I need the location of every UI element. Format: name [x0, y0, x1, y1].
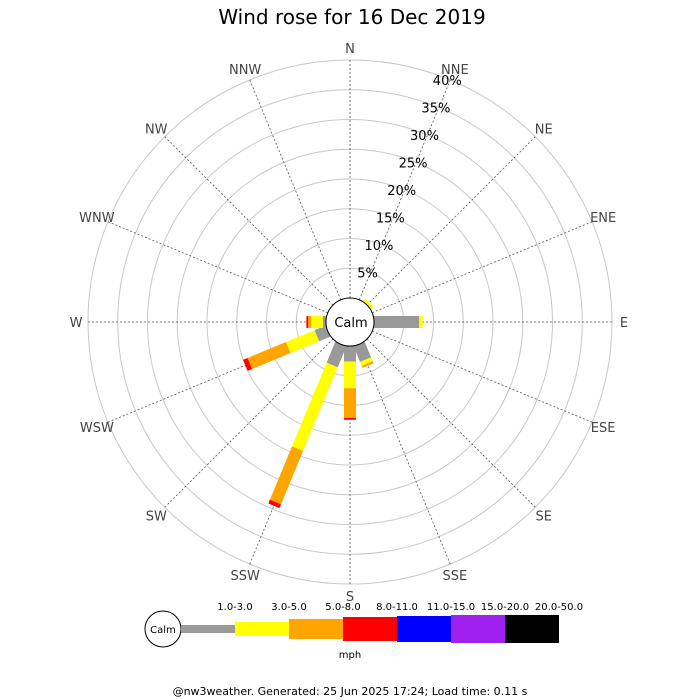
ring-label-1: 5%	[357, 266, 378, 281]
compass-label-ese: ESE	[591, 421, 616, 436]
bar-wsw	[243, 325, 331, 371]
bar-s	[344, 346, 356, 420]
bar-segment-s-3	[344, 417, 356, 420]
bar-segment-wsw-1	[285, 330, 320, 354]
compass-label-nne: NNE	[441, 63, 469, 78]
bar-segment-s-1	[344, 361, 356, 389]
wind-bars	[243, 298, 423, 509]
legend-unit: mph	[339, 650, 361, 661]
legend-swatch-6	[505, 615, 559, 643]
bar-segment-ssw-0	[326, 341, 347, 368]
bar-segment-sse-0	[353, 341, 372, 362]
legend-label-1: 3.0-5.0	[271, 602, 306, 613]
legend-swatch-4	[397, 616, 451, 642]
legend-label-5: 15.0-20.0	[481, 602, 529, 613]
compass-label-sw: SW	[146, 510, 167, 525]
compass-label-wnw: WNW	[79, 211, 115, 226]
bar-segment-e-1	[419, 316, 423, 328]
ring-label-8: 40%	[433, 74, 462, 89]
polar-grid: N NNE NE ENE E ESE SE SSE S SSW SW WSW W WNW NW NNW	[70, 42, 629, 605]
legend-swatch-3	[343, 617, 397, 641]
compass-label-ne: NE	[535, 122, 553, 137]
ring-label-6: 30%	[410, 129, 439, 144]
legend-label-0: 1.0-3.0	[217, 602, 252, 613]
compass-label-n: N	[345, 42, 355, 57]
compass-label-ene: ENE	[590, 211, 616, 226]
grid-ring	[206, 178, 494, 466]
bar-w	[306, 316, 326, 328]
bar-segment-sse-2	[361, 361, 374, 368]
compass-label-nnw: NNW	[229, 63, 261, 78]
bar-ne	[362, 298, 374, 310]
compass-label-sse: SSE	[442, 569, 467, 584]
bar-ssw	[268, 341, 347, 509]
footer-text: @nw3weather. Generated: 25 Jun 2025 17:2…	[173, 685, 528, 698]
legend-swatch-5	[451, 615, 505, 643]
ring-label-4: 20%	[387, 184, 416, 199]
bar-segment-w-0	[323, 316, 326, 328]
ring-label-2: 10%	[365, 239, 394, 254]
bar-segment-wsw-3	[243, 357, 253, 371]
bar-e	[374, 316, 423, 328]
legend-swatch-0	[181, 625, 235, 633]
bar-segment-wsw-0	[314, 325, 331, 342]
compass-label-wsw: WSW	[80, 421, 114, 436]
bar-sse	[353, 341, 374, 368]
bar-segment-w-2	[308, 316, 312, 328]
bar-segment-sse-1	[360, 357, 373, 366]
compass-label-s: S	[346, 590, 354, 605]
calm-circle-shape	[325, 297, 375, 347]
bar-segment-ssw-1	[292, 362, 338, 451]
grid-ring	[147, 119, 553, 525]
bar-segment-w-1	[311, 316, 324, 328]
ring-label-7: 35%	[421, 101, 450, 116]
bar-segment-w-3	[306, 316, 309, 328]
legend-calm-label: Calm	[150, 625, 176, 636]
compass-label-ssw: SSW	[230, 569, 260, 584]
legend-label-2: 5.0-8.0	[325, 602, 360, 613]
bar-segment-e-0	[374, 316, 420, 328]
bar-segment-ssw-2	[269, 446, 304, 505]
bar-segment-s-0	[344, 346, 356, 362]
bar-segment-ssw-3	[268, 499, 282, 509]
bar-segment-s-2	[344, 388, 356, 418]
legend: Calm 1.0-3.0 3.0-5.0 5.0-8.0 8.0-11.0 11.0-15…	[144, 602, 583, 648]
compass-label-e: E	[620, 316, 628, 331]
chart-title: Wind rose for 16 Dec 2019	[218, 5, 485, 29]
legend-label-6: 20.0-50.0	[535, 602, 583, 613]
ring-label-5: 25%	[399, 156, 428, 171]
bar-segment-ne-1	[362, 298, 374, 310]
compass-label-w: W	[70, 316, 83, 331]
bar-segment-wsw-2	[247, 342, 291, 370]
legend-label-3: 8.0-11.0	[376, 602, 418, 613]
legend-swatch-2	[289, 619, 343, 639]
compass-label-nw: NW	[145, 122, 168, 137]
calm-circle: Calm	[325, 297, 375, 347]
calm-label: Calm	[334, 316, 367, 331]
ring-label-3: 15%	[376, 211, 405, 226]
ring-labels: 5% 10% 15% 20% 25% 30% 35% 40%	[357, 74, 461, 281]
compass-label-se: SE	[536, 510, 552, 525]
legend-label-4: 11.0-15.0	[427, 602, 475, 613]
legend-swatch-1	[235, 622, 289, 636]
